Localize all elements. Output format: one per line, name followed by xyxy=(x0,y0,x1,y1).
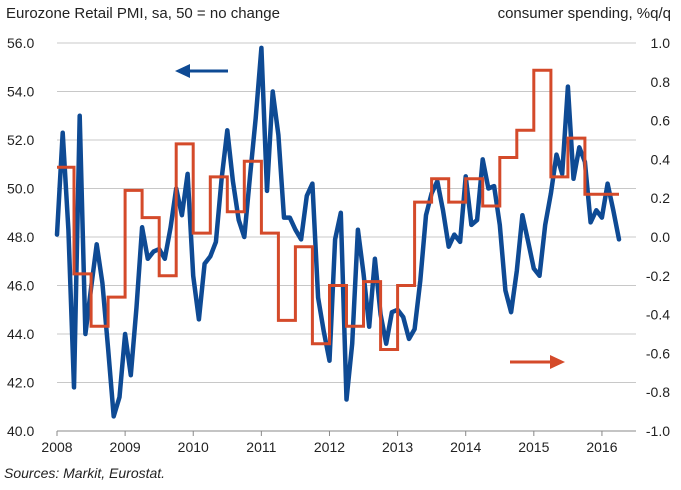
consumer-spending-series xyxy=(57,68,619,351)
left-tick-label: 50.0 xyxy=(7,181,34,197)
right-tick-label: -0.8 xyxy=(646,384,670,400)
right-tick-label: 1.0 xyxy=(651,35,671,51)
right-tick-label: -1.0 xyxy=(646,423,670,439)
x-tick-label: 2012 xyxy=(314,439,345,455)
right-tick-label: -0.4 xyxy=(646,307,670,323)
x-tick-label: 2008 xyxy=(41,439,72,455)
x-tick-label: 2016 xyxy=(586,439,617,455)
right-axis-title: consumer spending, %q/q xyxy=(497,5,671,22)
right-tick-label: -0.6 xyxy=(646,345,670,361)
left-tick-label: 44.0 xyxy=(7,326,34,342)
right-tick-label: 0.4 xyxy=(651,151,671,167)
right-tick-label: -0.2 xyxy=(646,268,670,284)
x-tick-label: 2014 xyxy=(450,439,481,455)
pmi-line xyxy=(54,45,622,419)
gridlines xyxy=(57,42,636,383)
right-tick-label: 0.2 xyxy=(651,190,671,206)
left-tick-label: 46.0 xyxy=(7,278,34,294)
axis-arrows xyxy=(175,64,565,369)
left-tick-label: 54.0 xyxy=(7,84,34,100)
x-tick-label: 2010 xyxy=(178,439,209,455)
x-tick-label: 2009 xyxy=(110,439,141,455)
right-tick-label: 0.6 xyxy=(651,113,671,129)
right-tick-label: 0.0 xyxy=(651,229,671,245)
left-tick-label: 48.0 xyxy=(7,229,34,245)
right-tick-label: 0.8 xyxy=(651,74,671,90)
left-tick-label: 52.0 xyxy=(7,132,34,148)
series-layer xyxy=(54,45,622,419)
x-tick-label: 2015 xyxy=(518,439,549,455)
x-tick-label: 2011 xyxy=(246,439,276,455)
consumer-spending-line xyxy=(57,68,619,351)
left-tick-label: 42.0 xyxy=(7,375,34,391)
right-arrow-icon xyxy=(550,355,565,369)
left-tick-label: 56.0 xyxy=(7,35,34,51)
source-note: Sources: Markit, Eurostat. xyxy=(4,465,166,481)
pmi-series xyxy=(54,45,622,419)
left-tick-label: 40.0 xyxy=(7,423,34,439)
axes: 40.0 42.0 44.0 46.0 48.0 50.0 52.0 54.0 56.0 -1.0… xyxy=(7,35,670,455)
left-axis-title: Eurozone Retail PMI, sa, 50 = no change xyxy=(6,5,280,22)
left-arrow-icon xyxy=(175,64,190,78)
x-tick-label: 2013 xyxy=(382,439,413,455)
